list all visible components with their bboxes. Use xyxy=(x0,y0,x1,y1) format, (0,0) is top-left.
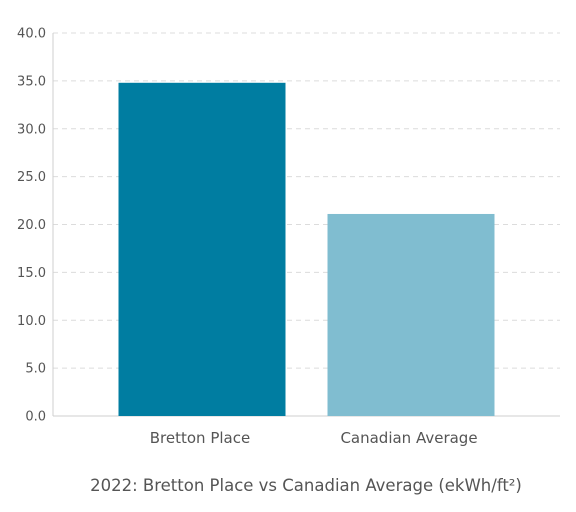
y-tick-label-2: 10.0 xyxy=(17,314,46,329)
y-tick-labels: 0.0 5.0 10.0 15.0 20.0 25.0 30.0 35.0 40.0 xyxy=(17,27,46,425)
chart-title: 2022: Bretton Place vs Canadian Average … xyxy=(90,476,522,495)
y-tick-label-3: 15.0 xyxy=(17,266,46,281)
bar-0 xyxy=(118,82,286,416)
y-tick-label-4: 20.0 xyxy=(17,218,46,233)
y-tick-label-1: 5.0 xyxy=(25,362,46,377)
x-category-label-0: Bretton Place xyxy=(150,429,250,447)
y-tick-label-8: 40.0 xyxy=(17,27,46,42)
y-tick-label-7: 35.0 xyxy=(17,74,46,89)
x-category-label-1: Canadian Average xyxy=(340,429,477,447)
y-tick-label-0: 0.0 xyxy=(25,410,46,425)
y-tick-label-5: 25.0 xyxy=(17,170,46,185)
bar-1 xyxy=(327,213,495,416)
x-category-labels: Bretton Place Canadian Average xyxy=(150,429,478,447)
y-tick-label-6: 30.0 xyxy=(17,122,46,137)
bars xyxy=(118,82,495,416)
